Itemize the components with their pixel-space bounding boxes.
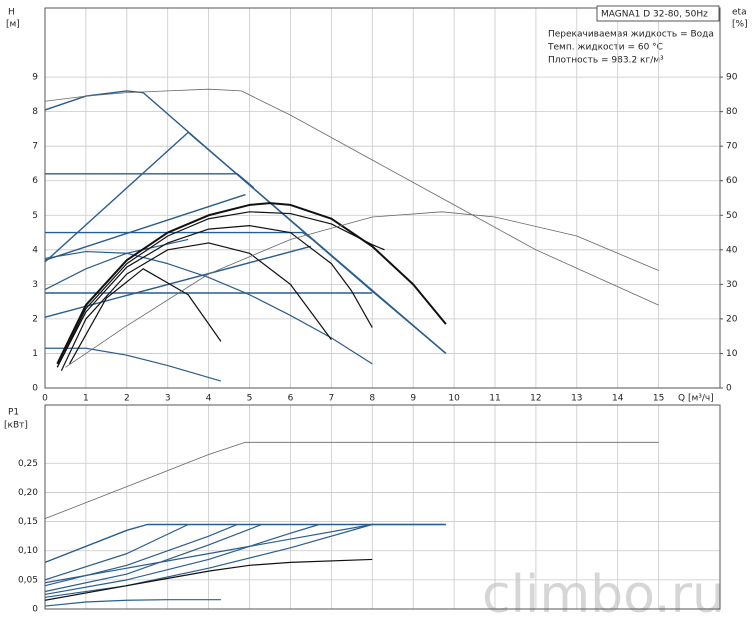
y-axis-label: H (8, 8, 15, 18)
curve (44, 238, 189, 291)
curve (44, 441, 659, 520)
y-tick-label: 6 (32, 176, 38, 186)
y2-tick-label: 50 (726, 211, 738, 221)
x-tick-label: 13 (571, 394, 582, 404)
y2-tick-label: 60 (726, 176, 738, 186)
x-tick-label: 10 (448, 394, 460, 404)
curve (44, 558, 373, 601)
curve (44, 131, 447, 354)
y-tick-label: 0,25 (18, 459, 38, 469)
x-tick-label: 9 (410, 394, 416, 404)
y-tick-label: 0,05 (18, 575, 38, 585)
y2-tick-label: 40 (726, 245, 738, 255)
curve (56, 225, 373, 368)
curve (56, 202, 447, 365)
y2-axis-label: eta (732, 8, 747, 18)
curve (44, 599, 221, 607)
y-tick-label: 0 (32, 605, 38, 615)
y-tick-label: 0,20 (18, 488, 38, 498)
x-tick-label: 2 (124, 394, 130, 404)
y-tick-label: 7 (32, 142, 38, 152)
curve (44, 523, 189, 581)
y-tick-label: 1 (32, 349, 38, 359)
x-tick-label: 3 (165, 394, 171, 404)
y2-tick-label: 80 (726, 107, 738, 117)
y-tick-label: 0,10 (18, 546, 38, 556)
x-tick-label: 8 (369, 394, 375, 404)
y-tick-label: 9 (32, 73, 38, 83)
x-axis-label: Q [м³/ч] (678, 394, 714, 404)
y-tick-label: 8 (32, 107, 38, 117)
x-tick-label: 4 (206, 394, 212, 404)
model-box (596, 5, 720, 22)
curve (65, 211, 659, 368)
plot-frame (44, 404, 721, 610)
x-tick-label: 6 (288, 394, 294, 404)
annotation: Плотность = 983.2 кг/м³ (548, 56, 664, 66)
y2-tick-label: 70 (726, 142, 738, 152)
y2-tick-label: 90 (726, 73, 738, 83)
model-label: MAGNA1 D 32-80, 50Hz (601, 10, 708, 20)
y-tick-label: 5 (32, 211, 38, 221)
y-tick-label: 0,15 (18, 517, 38, 527)
y2-tick-label: 0 (726, 384, 732, 394)
curve (44, 523, 446, 564)
x-tick-label: 0 (42, 394, 48, 404)
y2-tick-label: 10 (726, 349, 738, 359)
y2-axis-unit: [%] (732, 20, 748, 30)
curve (44, 523, 263, 593)
x-tick-label: 15 (653, 394, 664, 404)
x-tick-label: 7 (328, 394, 334, 404)
curve (44, 523, 373, 598)
curve (44, 523, 320, 596)
y-tick-label: 2 (32, 314, 38, 324)
y-tick-label: 3 (32, 280, 38, 290)
y-axis-unit: [м] (6, 20, 20, 30)
curve (56, 211, 385, 368)
curve (60, 242, 332, 371)
curve (45, 173, 255, 189)
y-tick-label: 4 (32, 245, 38, 255)
x-tick-label: 12 (530, 394, 541, 404)
y2-tick-label: 30 (726, 280, 738, 290)
y-tick-label: 0 (32, 384, 38, 394)
watermark: climbo.ru (482, 565, 725, 621)
curve (44, 523, 446, 584)
y2-tick-label: 20 (726, 314, 738, 324)
x-tick-label: 11 (489, 394, 500, 404)
annotation: Перекачиваемая жидкость = Вода (548, 30, 714, 40)
x-tick-label: 14 (612, 394, 624, 404)
curve (44, 193, 246, 261)
curve (69, 268, 222, 365)
y-axis-unit: [кВт] (4, 421, 28, 431)
plot-frame (44, 7, 721, 389)
x-tick-label: 5 (247, 394, 253, 404)
curve (44, 250, 373, 365)
x-tick-label: 1 (83, 394, 89, 404)
y-axis-label: P1 (8, 408, 19, 418)
annotation: Темп. жидкости = 60 °C (547, 43, 663, 53)
curve (44, 88, 659, 306)
